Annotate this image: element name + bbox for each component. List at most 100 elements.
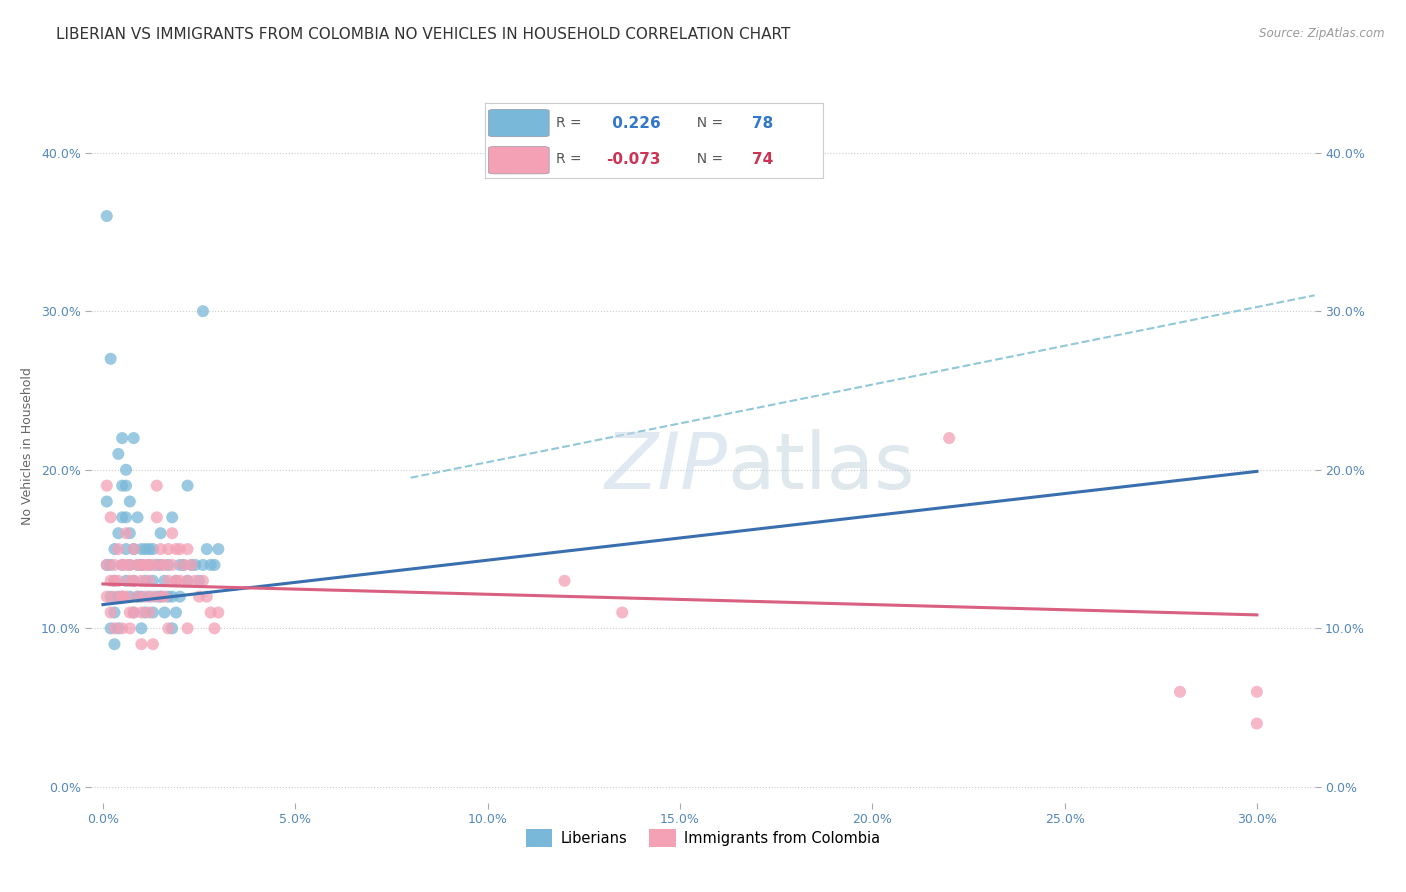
- Point: [107, 526, 129, 541]
- Point: [122, 574, 145, 588]
- Point: [142, 574, 165, 588]
- Point: [127, 590, 149, 604]
- Point: [1246, 685, 1268, 699]
- Point: [146, 558, 169, 572]
- Point: [207, 542, 229, 557]
- Point: [169, 574, 191, 588]
- Legend: Liberians, Immigrants from Colombia: Liberians, Immigrants from Colombia: [520, 823, 886, 853]
- Point: [96, 478, 118, 492]
- FancyBboxPatch shape: [488, 146, 550, 174]
- Point: [107, 447, 129, 461]
- Text: ZIP: ZIP: [605, 429, 727, 506]
- Point: [100, 510, 122, 524]
- Point: [153, 590, 176, 604]
- Point: [180, 558, 202, 572]
- Text: 74: 74: [752, 152, 773, 167]
- Point: [157, 558, 180, 572]
- Point: [176, 478, 198, 492]
- Text: R =: R =: [555, 116, 586, 130]
- Point: [118, 558, 141, 572]
- Point: [188, 574, 211, 588]
- Point: [134, 606, 156, 620]
- Point: [111, 621, 134, 635]
- Point: [157, 621, 180, 635]
- Point: [153, 574, 176, 588]
- Point: [118, 621, 141, 635]
- Point: [554, 574, 576, 588]
- Point: [195, 590, 218, 604]
- Point: [103, 621, 125, 635]
- Point: [115, 478, 138, 492]
- Point: [118, 606, 141, 620]
- Point: [160, 621, 183, 635]
- Point: [131, 558, 153, 572]
- Point: [100, 574, 122, 588]
- Point: [184, 558, 207, 572]
- Point: [118, 494, 141, 508]
- Point: [103, 574, 125, 588]
- Point: [111, 478, 134, 492]
- Point: [115, 590, 138, 604]
- Point: [176, 542, 198, 557]
- Point: [122, 606, 145, 620]
- Point: [122, 574, 145, 588]
- Point: [96, 558, 118, 572]
- Point: [612, 606, 634, 620]
- Point: [149, 558, 172, 572]
- Point: [96, 209, 118, 223]
- Point: [138, 606, 160, 620]
- Point: [142, 558, 165, 572]
- Point: [122, 542, 145, 557]
- Point: [142, 590, 165, 604]
- Point: [103, 606, 125, 620]
- Point: [149, 590, 172, 604]
- Point: [96, 494, 118, 508]
- Point: [127, 558, 149, 572]
- Point: [100, 351, 122, 366]
- Point: [195, 542, 218, 557]
- Point: [938, 431, 960, 445]
- FancyBboxPatch shape: [488, 110, 550, 136]
- Point: [118, 526, 141, 541]
- Text: -0.073: -0.073: [606, 152, 661, 167]
- Text: N =: N =: [688, 116, 727, 130]
- Point: [1246, 716, 1268, 731]
- Point: [149, 526, 172, 541]
- Point: [131, 542, 153, 557]
- Point: [111, 590, 134, 604]
- Point: [107, 574, 129, 588]
- Point: [146, 510, 169, 524]
- Point: [142, 542, 165, 557]
- Point: [153, 606, 176, 620]
- Point: [111, 431, 134, 445]
- Point: [127, 590, 149, 604]
- Point: [207, 606, 229, 620]
- Point: [127, 558, 149, 572]
- Point: [127, 510, 149, 524]
- Point: [115, 558, 138, 572]
- Point: [118, 590, 141, 604]
- Point: [131, 621, 153, 635]
- Text: LIBERIAN VS IMMIGRANTS FROM COLOMBIA NO VEHICLES IN HOUSEHOLD CORRELATION CHART: LIBERIAN VS IMMIGRANTS FROM COLOMBIA NO …: [56, 27, 790, 42]
- Text: R =: R =: [555, 153, 586, 167]
- Point: [103, 574, 125, 588]
- Point: [103, 558, 125, 572]
- Point: [111, 558, 134, 572]
- Text: N =: N =: [688, 153, 727, 167]
- Point: [138, 590, 160, 604]
- Point: [115, 526, 138, 541]
- Point: [118, 558, 141, 572]
- Point: [134, 542, 156, 557]
- Point: [173, 558, 195, 572]
- Point: [176, 574, 198, 588]
- Point: [131, 574, 153, 588]
- Point: [191, 558, 214, 572]
- Point: [157, 590, 180, 604]
- Point: [111, 510, 134, 524]
- Point: [157, 574, 180, 588]
- Point: [122, 431, 145, 445]
- Point: [131, 558, 153, 572]
- Point: [200, 606, 222, 620]
- Point: [111, 590, 134, 604]
- Point: [131, 606, 153, 620]
